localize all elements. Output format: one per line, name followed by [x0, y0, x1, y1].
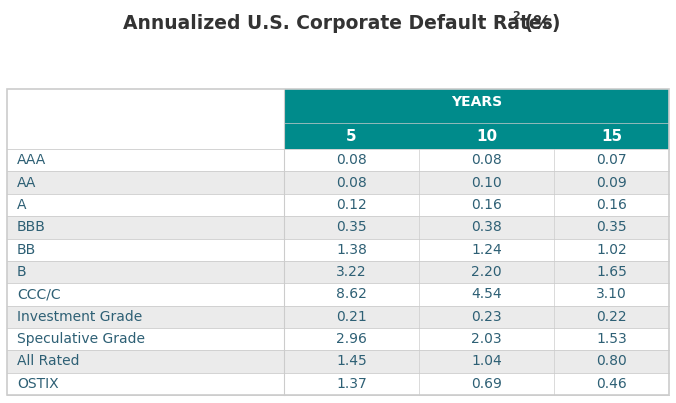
FancyBboxPatch shape	[7, 373, 669, 395]
Text: 2.03: 2.03	[471, 332, 502, 346]
FancyBboxPatch shape	[7, 283, 669, 305]
Text: 8.62: 8.62	[336, 287, 367, 301]
Text: Annualized U.S. Corporate Default Rates: Annualized U.S. Corporate Default Rates	[123, 14, 553, 33]
Text: 0.23: 0.23	[471, 310, 502, 324]
Text: B: B	[17, 265, 26, 279]
Text: 0.35: 0.35	[336, 220, 367, 234]
Text: 3.22: 3.22	[336, 265, 367, 279]
FancyBboxPatch shape	[7, 350, 669, 373]
Text: 1.02: 1.02	[596, 243, 627, 257]
Text: 0.69: 0.69	[471, 377, 502, 391]
Text: (%): (%)	[518, 14, 561, 33]
Text: 1.24: 1.24	[471, 243, 502, 257]
Text: 2.96: 2.96	[336, 332, 367, 346]
Text: OSTIX: OSTIX	[17, 377, 59, 391]
Text: AA: AA	[17, 176, 37, 190]
Text: 0.21: 0.21	[336, 310, 367, 324]
Text: 1.65: 1.65	[596, 265, 627, 279]
Text: 10: 10	[476, 129, 498, 143]
FancyBboxPatch shape	[7, 194, 669, 216]
FancyBboxPatch shape	[7, 239, 669, 261]
Text: 15: 15	[601, 129, 623, 143]
Text: 0.16: 0.16	[596, 198, 627, 212]
Text: 0.10: 0.10	[471, 176, 502, 190]
Text: 1.37: 1.37	[336, 377, 367, 391]
Text: 0.08: 0.08	[336, 176, 367, 190]
Text: 0.09: 0.09	[596, 176, 627, 190]
FancyBboxPatch shape	[284, 89, 669, 123]
Text: 0.22: 0.22	[596, 310, 627, 324]
Text: 1.38: 1.38	[336, 243, 367, 257]
Text: 0.08: 0.08	[471, 153, 502, 167]
Text: 3.10: 3.10	[596, 287, 627, 301]
Text: 1.04: 1.04	[471, 354, 502, 368]
Text: 0.35: 0.35	[596, 220, 627, 234]
Text: All Rated: All Rated	[17, 354, 79, 368]
FancyBboxPatch shape	[7, 305, 669, 328]
Text: 0.80: 0.80	[596, 354, 627, 368]
FancyBboxPatch shape	[7, 328, 669, 350]
FancyBboxPatch shape	[284, 123, 669, 149]
Text: BBB: BBB	[17, 220, 46, 234]
Text: 4.54: 4.54	[471, 287, 502, 301]
Text: 0.12: 0.12	[336, 198, 367, 212]
FancyBboxPatch shape	[7, 216, 669, 239]
Text: 0.08: 0.08	[336, 153, 367, 167]
Text: 1.45: 1.45	[336, 354, 367, 368]
Text: YEARS: YEARS	[451, 96, 502, 109]
Text: 1.53: 1.53	[596, 332, 627, 346]
Text: 5: 5	[346, 129, 357, 143]
Text: CCC/C: CCC/C	[17, 287, 61, 301]
FancyBboxPatch shape	[7, 171, 669, 194]
Text: 0.46: 0.46	[596, 377, 627, 391]
FancyBboxPatch shape	[7, 261, 669, 283]
Text: Speculative Grade: Speculative Grade	[17, 332, 145, 346]
Text: AAA: AAA	[17, 153, 46, 167]
Text: 0.07: 0.07	[596, 153, 627, 167]
Text: 2.20: 2.20	[471, 265, 502, 279]
Text: 2: 2	[512, 11, 519, 21]
Text: 0.16: 0.16	[471, 198, 502, 212]
Text: 0.38: 0.38	[471, 220, 502, 234]
Text: Investment Grade: Investment Grade	[17, 310, 142, 324]
FancyBboxPatch shape	[7, 149, 669, 171]
Text: A: A	[17, 198, 26, 212]
Text: BB: BB	[17, 243, 36, 257]
